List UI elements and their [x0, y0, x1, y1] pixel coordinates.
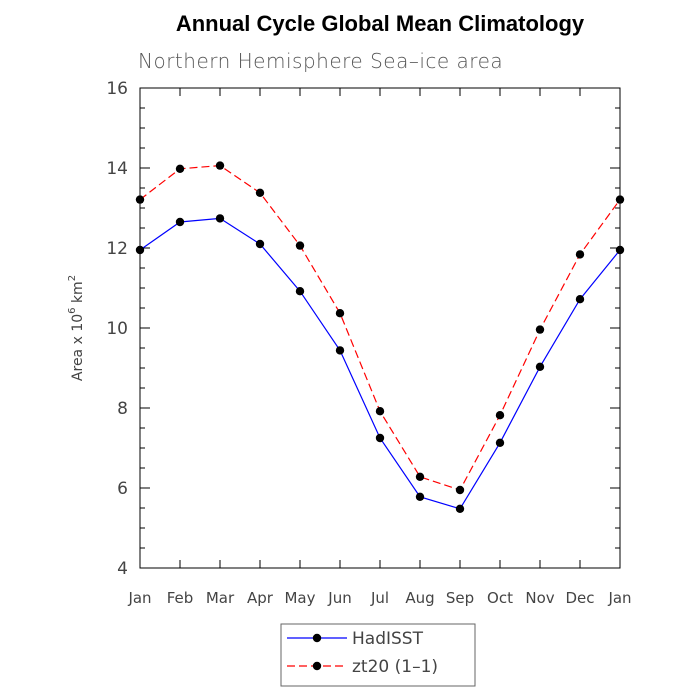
x-tick-label: Oct	[487, 589, 513, 607]
data-point	[575, 250, 585, 259]
y-tick-label: 14	[106, 159, 128, 179]
legend-label: zt20 (1–1)	[352, 657, 438, 677]
y-axis-label: Area x 106 km2	[67, 275, 86, 381]
data-point	[575, 295, 585, 304]
data-point	[335, 309, 345, 318]
legend-label: HadISST	[352, 629, 424, 649]
data-point	[535, 362, 545, 371]
x-tick-label: Aug	[405, 589, 434, 607]
x-tick-label: Dec	[565, 589, 594, 607]
data-point	[535, 325, 545, 334]
data-point	[455, 504, 465, 513]
plot-frame	[139, 87, 621, 569]
x-tick-label: Feb	[167, 589, 194, 607]
series-group	[135, 161, 625, 513]
x-tick-label: Nov	[525, 589, 554, 607]
data-point	[495, 438, 505, 447]
data-point	[335, 346, 345, 355]
data-point	[375, 433, 385, 443]
data-point	[415, 472, 425, 481]
data-point	[375, 407, 385, 416]
x-tick-label: Jun	[327, 589, 351, 607]
y-tick-label: 8	[117, 399, 128, 419]
x-tick-labels: Jan Feb Mar Apr May Jun Jul Aug Sep Oct Nov Dec Jan	[127, 589, 631, 607]
data-point	[135, 195, 145, 204]
x-tick-label: Sep	[446, 589, 474, 607]
data-point	[175, 164, 185, 173]
y-tick-label: 12	[106, 239, 128, 259]
data-point	[255, 188, 265, 197]
legend: HadISST zt20 (1–1)	[287, 629, 438, 677]
data-point	[415, 492, 425, 501]
chart-title: Annual Cycle Global Mean Climatology	[176, 11, 585, 36]
data-point	[135, 245, 145, 255]
x-tick-label: Apr	[247, 589, 274, 607]
data-point	[295, 241, 305, 250]
data-point	[255, 239, 265, 249]
legend-marker	[312, 661, 322, 671]
axis-ticks	[139, 87, 621, 569]
x-tick-label: Mar	[206, 589, 235, 607]
legend-box	[280, 623, 476, 687]
data-point	[175, 217, 185, 227]
y-tick-label: 6	[117, 479, 128, 499]
x-tick-label: Jan	[607, 589, 631, 607]
data-point	[495, 411, 505, 420]
legend-marker	[312, 633, 322, 643]
y-tick-label: 4	[117, 559, 128, 579]
data-point	[455, 485, 465, 495]
x-tick-label: May	[284, 589, 315, 607]
y-tick-label: 16	[106, 79, 128, 99]
data-point	[615, 195, 625, 204]
x-tick-label: Jul	[370, 589, 389, 607]
data-point	[615, 245, 625, 255]
y-tick-label: 10	[106, 319, 128, 339]
chart-subtitle: Northern Hemisphere Sea–ice area	[138, 49, 503, 73]
data-point	[295, 287, 305, 296]
x-tick-label: Jan	[127, 589, 151, 607]
y-tick-labels: 4 6 8 10 12 14 16	[106, 79, 128, 579]
series-line	[139, 217, 621, 510]
data-point	[215, 214, 225, 223]
data-point	[215, 161, 225, 170]
